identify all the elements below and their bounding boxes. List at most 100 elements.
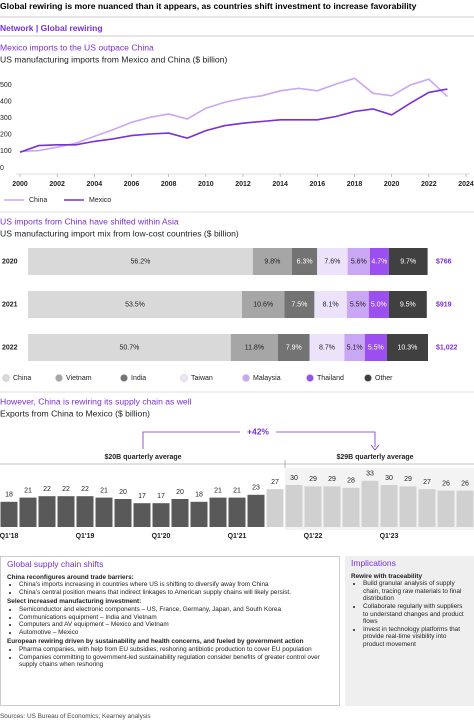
value-label: 9.5%	[400, 301, 416, 308]
total-label: $1,022	[436, 344, 458, 351]
value-label: 5.0%	[371, 301, 387, 308]
value-label: 29	[309, 476, 317, 483]
bar	[456, 490, 474, 527]
bullet: Invest in technology platforms that prov…	[363, 626, 468, 649]
y-tick-label: 300	[0, 115, 12, 122]
page-title: Global rewiring is more nuanced than it …	[0, 1, 417, 11]
legend-swatch	[364, 374, 372, 382]
bullet-list: Build granular analysis of supply chain,…	[351, 580, 468, 648]
bar-segment	[242, 291, 285, 318]
bar	[342, 487, 360, 527]
category-label: 2022	[2, 344, 18, 351]
value-label: 21	[214, 487, 222, 494]
bullet: Collaborate regularly with suppliers to …	[363, 603, 468, 626]
value-label: 8.1%	[323, 301, 339, 308]
bar	[19, 497, 37, 527]
value-label: 29	[404, 476, 412, 483]
value-label: 26	[461, 480, 469, 487]
legend-swatch	[306, 374, 314, 382]
value-label: 56.2%	[130, 258, 150, 265]
x-tick-label: 2012	[235, 181, 251, 188]
y-tick-label: 400	[0, 98, 12, 105]
legend-label: Malaysia	[253, 375, 281, 382]
bar	[304, 486, 322, 527]
value-label: 21	[24, 487, 32, 494]
legend-label: Other	[375, 375, 393, 382]
bar-segment	[344, 334, 365, 361]
bar-segment	[252, 248, 292, 275]
bullet: Computers and AV equipment – Mexico and …	[19, 621, 333, 629]
bar-segment	[278, 334, 310, 361]
bar	[323, 486, 341, 527]
x-tick-label: 2000	[12, 181, 28, 188]
value-label: 7.5%	[291, 301, 307, 308]
bar-segment	[388, 291, 427, 318]
value-label: 27	[271, 479, 279, 486]
chart-title: However, China is rewiring its supply ch…	[0, 396, 192, 406]
annotation: $20B quarterly average	[104, 454, 181, 461]
value-label: 29	[328, 476, 336, 483]
legend-label: Vietnam	[66, 375, 92, 382]
annotation: +42%	[247, 426, 269, 436]
value-label: 4.7%	[371, 258, 387, 265]
y-tick-label: 200	[0, 132, 12, 139]
legend-label: India	[131, 375, 146, 382]
value-label: 17	[157, 493, 165, 500]
value-label: 26	[442, 480, 450, 487]
x-tick-label: Q1'23	[380, 533, 399, 540]
x-tick-label: Q1'18	[0, 533, 18, 540]
bracket	[142, 431, 240, 449]
bar-segment	[347, 248, 370, 275]
bar	[361, 480, 379, 527]
value-label: 5.1%	[347, 344, 363, 351]
legend-label: Mexico	[89, 197, 111, 204]
value-label: 10.6%	[253, 301, 273, 308]
bar	[76, 496, 94, 527]
bullet: Communications equipment – India and Vie…	[19, 614, 333, 622]
bar	[171, 499, 189, 527]
chart-title: Mexico imports to the US outpace China	[0, 42, 154, 52]
legend-label: China	[29, 197, 47, 204]
bullet-list: China’s imports increasing in countries …	[7, 581, 333, 596]
x-tick-label: 2020	[384, 181, 400, 188]
bullet: China’s imports increasing in countries …	[19, 581, 333, 589]
chart-subtitle: US manufacturing imports from Mexico and…	[0, 54, 227, 64]
value-label: 9.7%	[400, 258, 416, 265]
bullet-list: Semiconductor and electronic components …	[7, 606, 333, 636]
panel-heading: Global supply chain shifts	[7, 559, 104, 569]
value-label: 50.7%	[119, 344, 139, 351]
bar-segment	[28, 291, 242, 318]
value-label: 10.3%	[397, 344, 417, 351]
value-label: 22	[62, 486, 70, 493]
section-title: European rewiring driven by sustainabili…	[7, 638, 304, 646]
section-title: China reconfigures around trade barriers…	[7, 573, 134, 581]
bracket	[276, 431, 376, 447]
value-label: 6.3%	[297, 258, 313, 265]
section-label: Network | Global rewiring	[0, 23, 103, 33]
value-label: 9.8%	[264, 258, 280, 265]
x-tick-label: 2010	[198, 181, 214, 188]
panel: Global supply chain shifts China reconfig…	[0, 556, 340, 706]
x-tick-label: 2016	[310, 181, 326, 188]
bar	[266, 489, 284, 527]
x-tick-label: 2014	[272, 181, 288, 188]
x-tick-label: 2008	[161, 181, 177, 188]
total-label: $919	[436, 301, 452, 308]
x-tick-label: Q1'20	[152, 533, 171, 540]
value-label: 22	[81, 486, 89, 493]
line-series	[19, 77, 448, 153]
value-label: 27	[423, 479, 431, 486]
panel: Implications Rewire with traceabilityBuil…	[345, 556, 474, 706]
bullet: Automotive – Mexico	[19, 629, 333, 637]
legend-swatch	[120, 374, 128, 382]
value-label: 21	[100, 487, 108, 494]
bar	[57, 496, 75, 527]
bar	[38, 496, 56, 527]
x-tick-label: 2022	[421, 181, 437, 188]
x-tick-label: 2024	[458, 181, 474, 188]
bullet: Semiconductor and electronic components …	[19, 606, 333, 614]
bar	[114, 499, 132, 527]
bar	[152, 503, 170, 527]
bar-segment	[230, 334, 278, 361]
